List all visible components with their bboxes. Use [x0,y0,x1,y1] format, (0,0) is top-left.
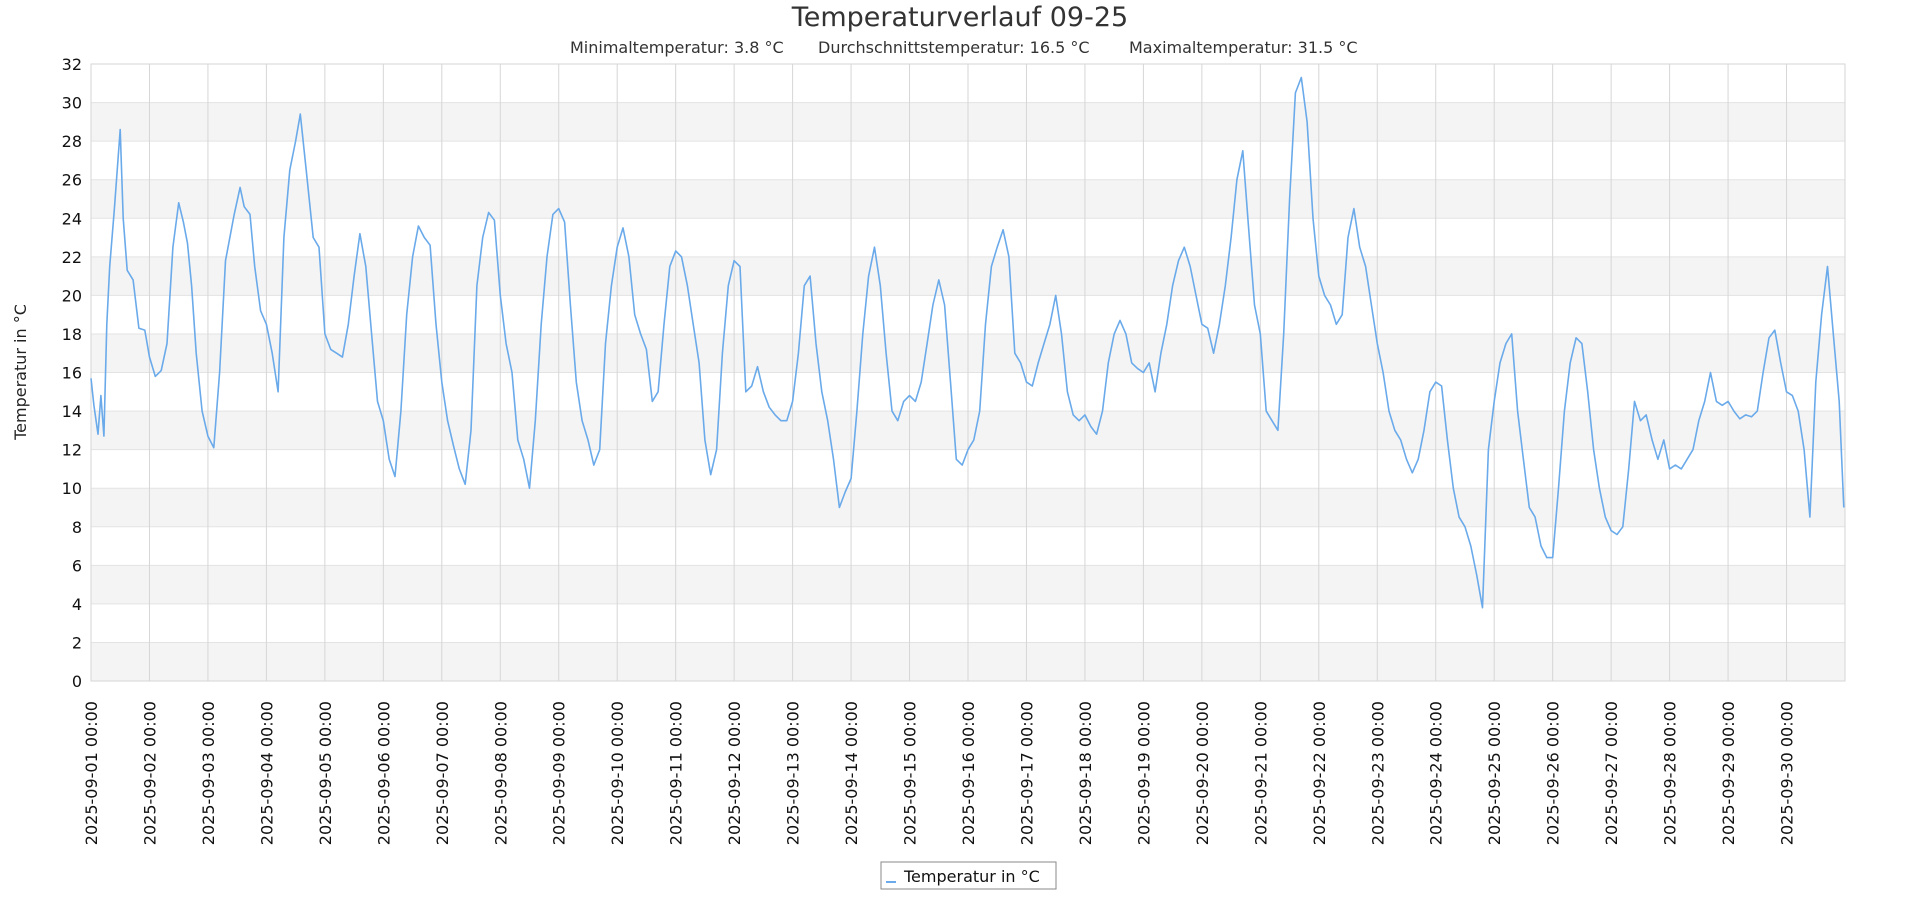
x-tick-label: 2025-09-20 00:00 [1193,701,1212,845]
x-tick-label: 2025-09-28 00:00 [1661,701,1680,845]
x-tick-label: 2025-09-11 00:00 [667,701,686,845]
y-tick-label: 12 [62,441,82,460]
x-tick-label: 2025-09-24 00:00 [1427,701,1446,845]
x-tick-label: 2025-09-12 00:00 [725,701,744,845]
x-tick-label: 2025-09-29 00:00 [1719,701,1738,845]
x-tick-label: 2025-09-10 00:00 [608,701,627,845]
x-tick-label: 2025-09-09 00:00 [550,701,569,845]
y-tick-label: 24 [62,209,82,228]
x-tick-label: 2025-09-03 00:00 [199,701,218,845]
y-tick-label: 4 [72,595,82,614]
x-tick-label: 2025-09-14 00:00 [842,701,861,845]
x-tick-label: 2025-09-26 00:00 [1544,701,1563,845]
y-tick-label: 10 [62,479,82,498]
x-tick-label: 2025-09-01 00:00 [82,701,101,845]
y-tick-label: 28 [62,132,82,151]
x-tick-label: 2025-09-27 00:00 [1602,701,1621,845]
y-tick-label: 18 [62,325,82,344]
x-tick-label: 2025-09-07 00:00 [433,701,452,845]
legend[interactable]: Temperatur in °C [880,861,1057,890]
stat-avg-temperature: Durchschnittstemperatur: 16.5 °C [818,38,1090,57]
x-tick-label: 2025-09-02 00:00 [140,701,159,845]
x-tick-label: 2025-09-21 00:00 [1251,701,1270,845]
x-tick-label: 2025-09-16 00:00 [959,701,978,845]
x-tick-label: 2025-09-13 00:00 [784,701,803,845]
plot-area-border [90,63,1846,682]
vertical-gridlines [90,64,1788,681]
y-tick-label: 30 [62,94,82,113]
x-tick-label: 2025-09-15 00:00 [901,701,920,845]
x-tick-label: 2025-09-04 00:00 [257,701,276,845]
stat-min-temperature: Minimaltemperatur: 3.8 °C [570,38,784,57]
temperature-series-line [90,76,1845,609]
y-axis-label: Temperatur in °C [11,304,30,441]
stat-max-temperature: Maximaltemperatur: 31.5 °C [1129,38,1358,57]
x-tick-label: 2025-09-30 00:00 [1778,701,1797,845]
y-tick-label: 2 [72,633,82,652]
x-axis-ticks: 2025-09-01 00:00 2025-09-02 00:00 2025-09-… [82,701,1797,845]
y-tick-label: 32 [62,55,82,74]
x-tick-label: 2025-09-06 00:00 [374,701,393,845]
legend-box [880,861,1057,890]
y-tick-label: 26 [62,171,82,190]
y-tick-label: 20 [62,286,82,305]
x-tick-label: 2025-09-18 00:00 [1076,701,1095,845]
x-tick-label: 2025-09-25 00:00 [1485,701,1504,845]
x-tick-label: 2025-09-17 00:00 [1017,701,1036,845]
x-tick-label: 2025-09-23 00:00 [1368,701,1387,845]
y-tick-label: 0 [72,672,82,691]
y-tick-label: 6 [72,556,82,575]
x-tick-label: 2025-09-08 00:00 [491,701,510,845]
x-tick-label: 2025-09-22 00:00 [1310,701,1329,845]
chart-title: Temperaturverlauf 09-25 [791,2,1128,33]
y-tick-label: 14 [62,402,82,421]
x-tick-label: 2025-09-05 00:00 [316,701,335,845]
legend-label: Temperatur in °C [903,867,1040,886]
y-tick-label: 8 [72,518,82,537]
x-tick-label: 2025-09-19 00:00 [1134,701,1153,845]
y-tick-label: 22 [62,248,82,267]
y-tick-label: 16 [62,364,82,383]
